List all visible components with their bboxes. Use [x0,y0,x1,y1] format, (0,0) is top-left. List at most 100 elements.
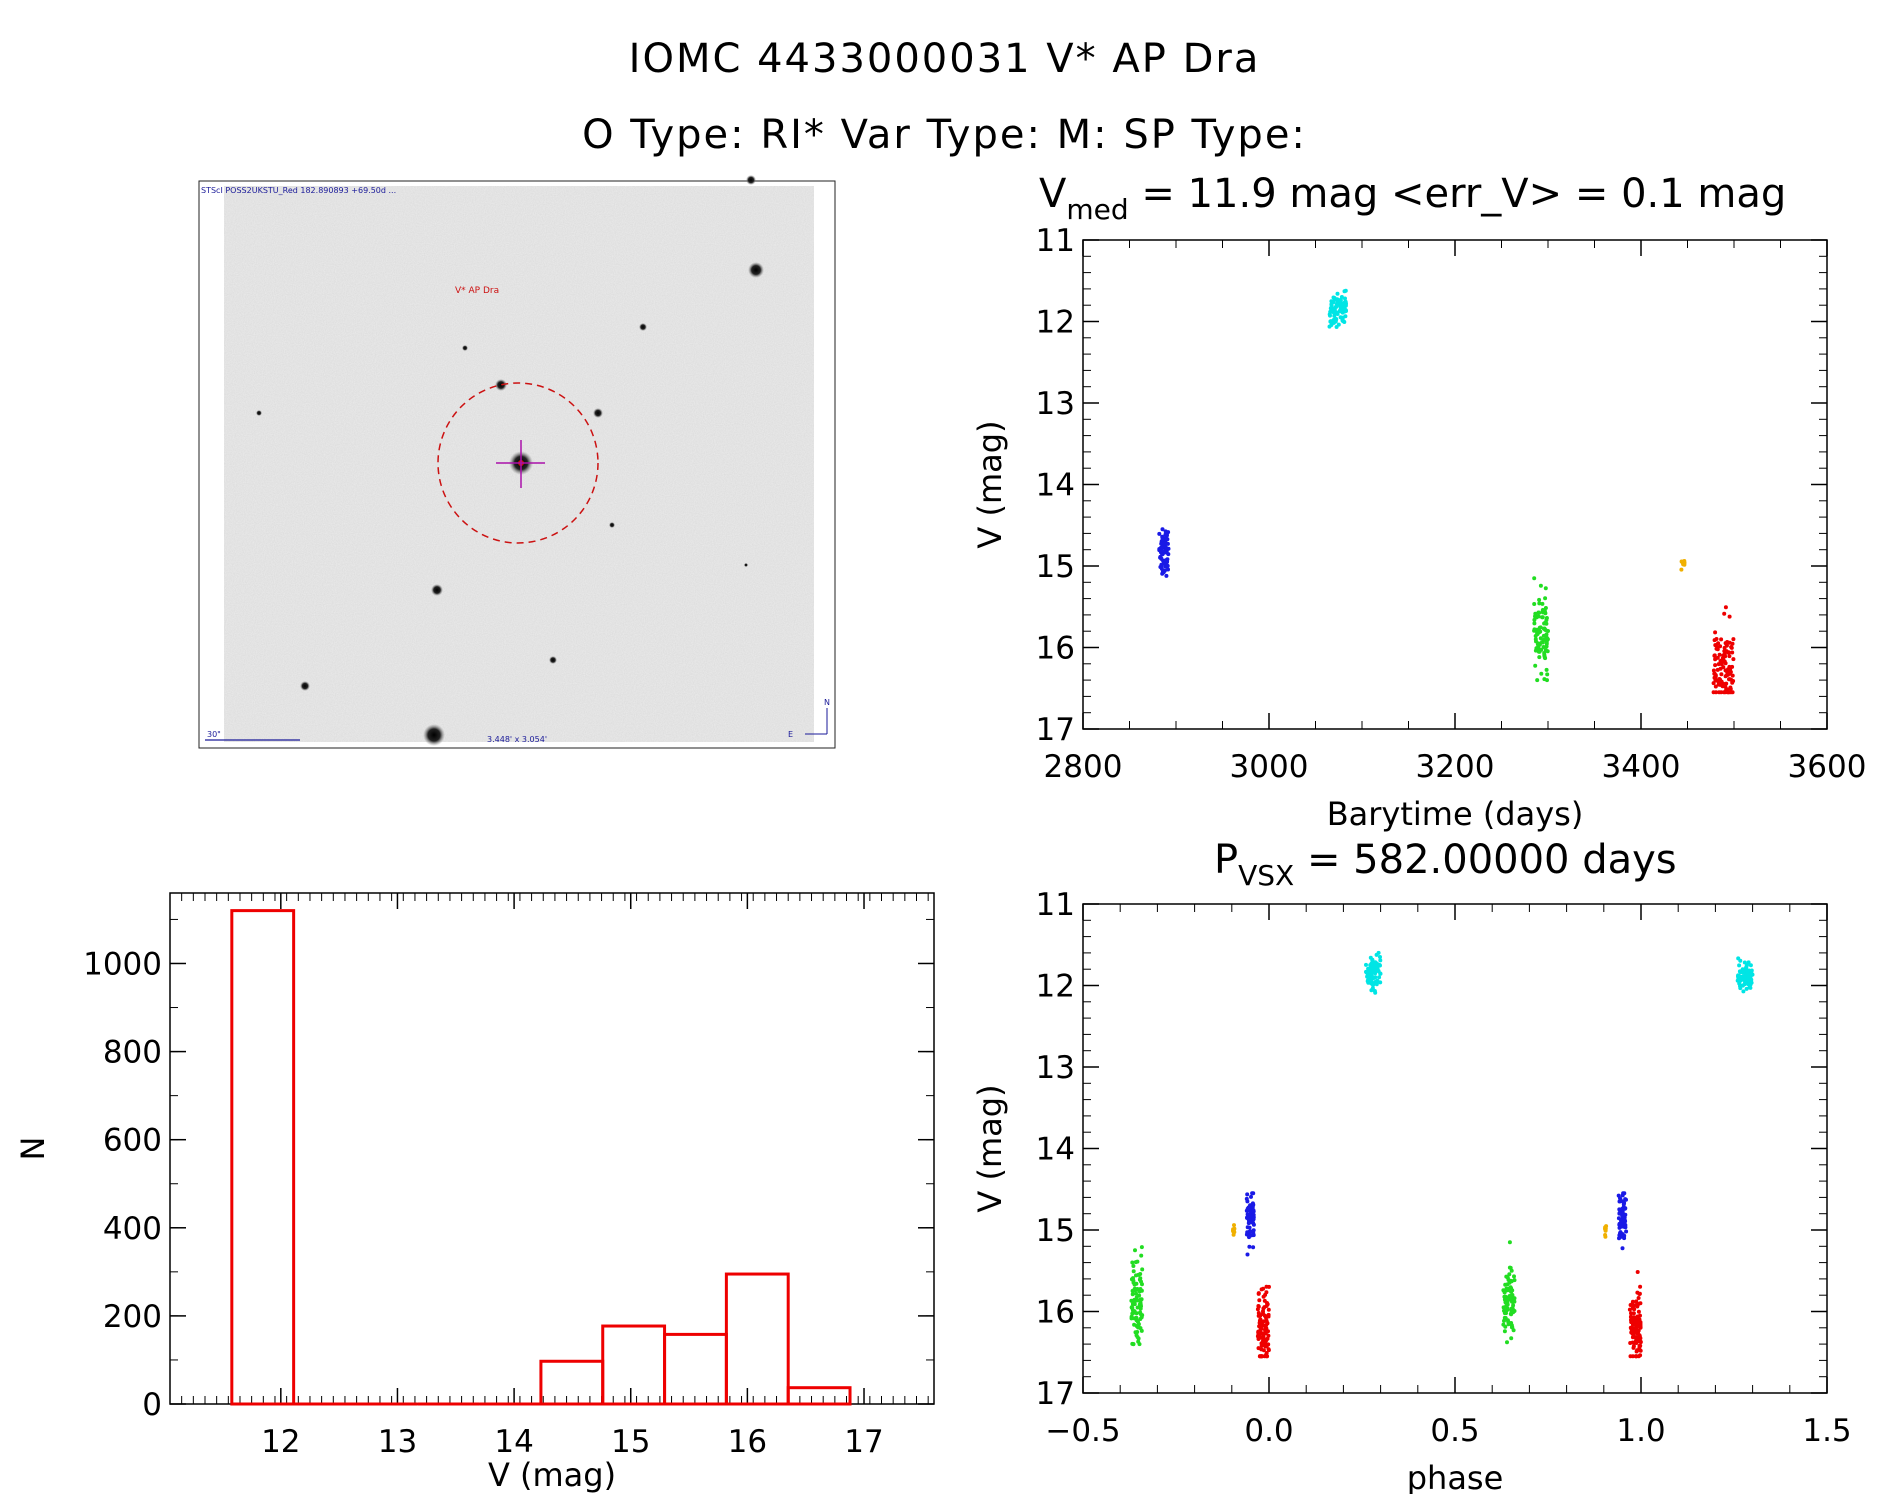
phased-y-label: V (mag) [971,1084,1009,1212]
data-point [1532,621,1537,626]
x-tick-label: 0.0 [1244,1413,1293,1449]
data-point [1130,1260,1135,1265]
star [639,323,647,331]
data-point [1378,955,1382,959]
data-point [1257,1330,1262,1335]
data-point [1618,1199,1623,1204]
data-point [1331,320,1336,325]
x-tick-label: 1.0 [1616,1413,1665,1449]
data-point [1507,1265,1512,1270]
data-point [1134,1311,1139,1316]
data-point [1730,650,1735,655]
data-point [1535,614,1540,619]
data-point [1730,690,1735,695]
y-tick-label: 11 [1036,887,1075,923]
data-point [1711,668,1716,673]
data-point [1543,611,1548,616]
data-point [1543,606,1548,610]
data-point [1163,529,1168,534]
series-red [1255,1284,1271,1359]
data-point [1723,641,1728,646]
data-point [1130,1288,1135,1293]
data-point [1542,621,1547,626]
data-point [1247,1244,1252,1249]
data-point [1138,1306,1143,1311]
data-point [1328,319,1333,324]
data-point [1134,1291,1138,1296]
data-point [1624,1229,1629,1234]
data-point [1682,562,1687,567]
object-types: O Type: RI* Var Type: M: SP Type: [582,112,1307,158]
data-point [1371,975,1376,980]
data-point [1334,325,1339,329]
data-point [1257,1298,1262,1303]
data-point [1634,1335,1639,1340]
x-tick-label: 2800 [1044,749,1123,785]
data-point [1631,1311,1636,1316]
series-green [1532,576,1550,683]
lightcurve-title: Vmed = 11.9 mag <err_V> = 0.1 mag [1039,171,1786,226]
data-point [1162,568,1167,573]
data-point [1135,1298,1140,1303]
data-point [1616,1216,1621,1221]
data-point [1258,1313,1263,1318]
data-point [1264,1351,1269,1355]
data-point [1537,655,1542,660]
data-point [1636,1296,1641,1300]
x-tick-label: 3400 [1602,749,1681,785]
data-point [1532,602,1537,606]
data-point [1532,576,1537,581]
data-point [1339,295,1344,299]
data-point [1538,636,1543,641]
data-point [1373,960,1378,965]
data-point [1505,1302,1510,1307]
data-point [1232,1223,1236,1228]
data-point [1537,649,1542,654]
data-point [1131,1269,1136,1274]
data-point [1161,561,1166,566]
data-point [1245,1192,1250,1197]
data-point [1263,1326,1268,1330]
data-point [1134,1281,1139,1286]
series-blue [1244,1191,1256,1257]
data-point [1261,1294,1266,1299]
data-point [1135,1335,1140,1339]
phased-panel: PVSX = 582.00000 days −0.5 0.0 0.5 1.0 1.5 11… [971,837,1852,1494]
data-point [1631,1315,1636,1320]
data-point [1744,986,1749,991]
data-point [1533,637,1538,642]
data-point [1164,547,1168,552]
data-point [1736,978,1741,983]
data-point [1137,1342,1142,1347]
data-point [1632,1330,1637,1335]
data-point [1165,541,1170,546]
data-point [1503,1316,1508,1320]
histogram-plot: 12 13 14 15 16 17 0 200 400 600 800 1000 [83,892,935,1460]
y-tick-label: 800 [103,1035,162,1071]
data-point [1135,1305,1140,1310]
data-point [1255,1334,1260,1339]
data-point [1343,299,1348,304]
data-point [1249,1194,1253,1199]
data-point [1721,665,1726,670]
data-point [1139,1253,1144,1258]
data-point [1137,1289,1142,1294]
data-point [1503,1324,1508,1329]
data-point [1334,302,1339,307]
y-tick-label: 14 [1036,468,1075,504]
data-point [1638,1336,1643,1341]
data-point [1717,652,1722,657]
compass-east-label: E [788,730,793,739]
data-point [1160,527,1165,532]
data-point [1539,671,1544,676]
star [462,345,468,351]
data-point [1627,1307,1632,1312]
data-point [1632,1307,1637,1312]
data-point [1369,981,1374,986]
data-point [1131,1342,1136,1347]
series-cyan [1327,288,1348,329]
y-tick-label: 17 [1036,712,1075,748]
data-point [1163,564,1168,569]
data-point [1631,1303,1636,1308]
data-point [1368,966,1373,970]
